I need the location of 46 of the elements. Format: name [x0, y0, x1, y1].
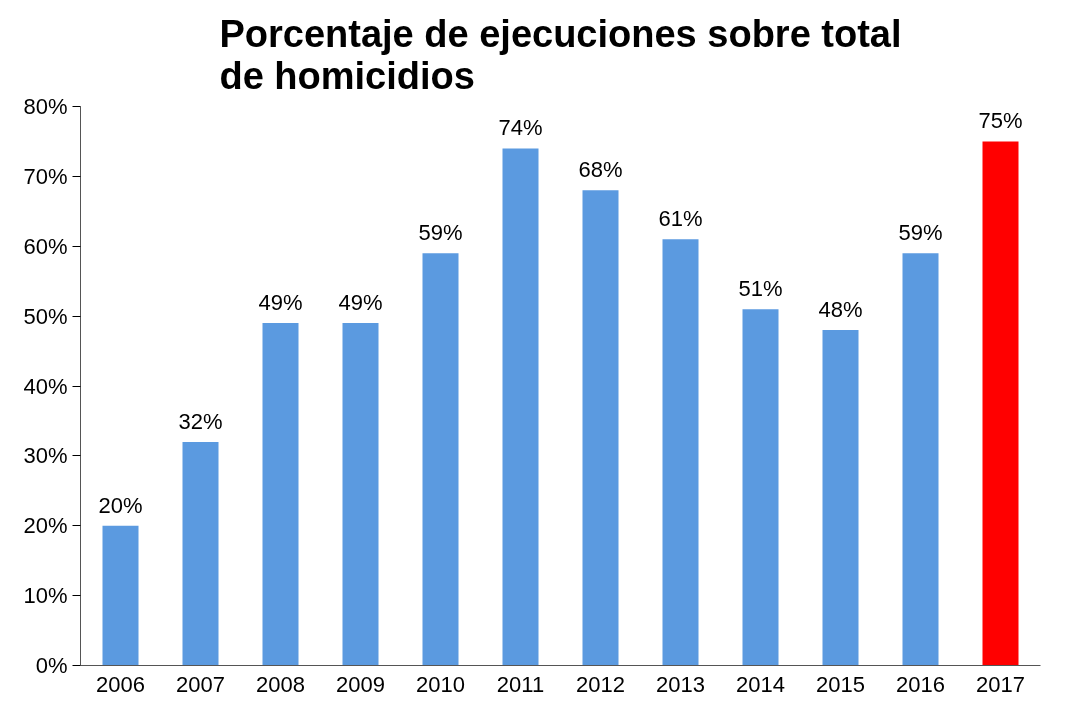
x-tick-label: 2014 [736, 671, 785, 697]
x-tick-label: 2015 [816, 671, 865, 697]
x-tick-label: 2008 [256, 671, 305, 697]
x-tick-label: 2011 [496, 671, 545, 697]
data-label: 51% [738, 276, 783, 302]
bar [102, 525, 139, 666]
data-label: 61% [658, 206, 703, 232]
bar [662, 239, 699, 666]
bar [182, 441, 219, 666]
data-label: 32% [178, 408, 223, 434]
data-label: 75% [978, 108, 1023, 134]
data-label: 20% [98, 492, 143, 518]
data-label: 68% [578, 157, 623, 183]
data-label: 74% [498, 115, 543, 141]
data-label: 49% [258, 290, 303, 316]
x-tick-label: 2007 [176, 671, 225, 697]
chart-title: Porcentaje de ejecuciones sobre total de homicidios [219, 12, 902, 97]
y-tick-label: 30% [23, 443, 68, 469]
y-tick-label: 80% [23, 94, 68, 119]
x-tick-label: 2017 [976, 671, 1025, 697]
y-tick-label: 60% [23, 233, 68, 259]
x-tick-label: 2006 [96, 671, 145, 697]
data-label: 48% [818, 297, 863, 323]
data-label: 59% [898, 220, 943, 246]
bar [502, 148, 539, 666]
y-tick-label: 40% [23, 373, 68, 399]
x-tick-label: 2010 [416, 671, 465, 697]
x-tick-label: 2013 [656, 671, 705, 697]
y-tick-label: 10% [23, 583, 68, 609]
bar [342, 323, 379, 666]
x-tick-label: 2012 [576, 671, 625, 697]
y-tick-label: 20% [23, 513, 68, 539]
y-tick-label: 70% [23, 163, 68, 189]
bar [822, 330, 859, 666]
data-label: 59% [418, 220, 463, 246]
bar [582, 190, 619, 666]
bar [902, 253, 939, 666]
y-tick-label: 50% [23, 303, 68, 329]
x-tick-label: 2009 [336, 671, 385, 697]
bar [982, 141, 1019, 666]
y-tick-label: 0% [35, 653, 68, 678]
x-tick-label: 2016 [896, 671, 945, 697]
data-label: 49% [338, 290, 383, 316]
bar [742, 309, 779, 666]
bar [422, 253, 459, 666]
bar [262, 323, 299, 666]
